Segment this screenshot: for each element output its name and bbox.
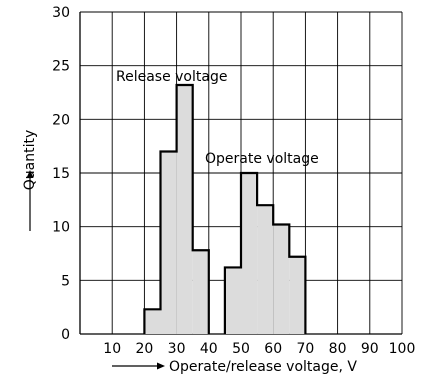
y-tick-label: 30 <box>52 5 70 21</box>
x-tick-label: 70 <box>296 341 314 357</box>
y-tick-label: 25 <box>52 59 70 75</box>
histogram-bar <box>192 250 209 334</box>
y-axis-label: Quantity <box>22 130 38 191</box>
x-tick-label: 100 <box>389 341 416 357</box>
x-tick-label: 20 <box>135 341 153 357</box>
histogram-bar <box>176 84 193 334</box>
operate-voltage-label: Operate voltage <box>205 151 319 167</box>
y-axis-label-arrowhead <box>26 170 34 178</box>
outline-layer <box>143 83 307 334</box>
histogram-bar <box>144 309 161 334</box>
ticks-layer: 0 5 10 15 20 25 30 10 20 30 40 50 60 70 80 90 100 <box>52 5 415 357</box>
y-tick-label: 15 <box>52 166 70 182</box>
release-voltage-label: Release voltage <box>116 69 227 85</box>
histogram-bar <box>160 151 177 334</box>
series-outline <box>223 171 307 334</box>
y-tick-label: 0 <box>61 327 70 343</box>
x-tick-label: 50 <box>232 341 250 357</box>
y-tick-label: 10 <box>52 220 70 236</box>
x-tick-label: 10 <box>103 341 121 357</box>
histogram-bar <box>273 224 290 334</box>
histogram-bar <box>257 205 274 334</box>
x-tick-label: 60 <box>264 341 282 357</box>
histogram-bar <box>241 173 258 334</box>
x-tick-label: 80 <box>329 341 347 357</box>
bars-layer <box>144 84 306 334</box>
y-tick-label: 5 <box>61 273 70 289</box>
y-tick-label: 20 <box>52 112 70 128</box>
x-axis-label: Operate/release voltage, V <box>169 359 357 375</box>
histogram-bar <box>289 256 306 334</box>
x-tick-label: 40 <box>200 341 218 357</box>
x-axis-label-arrowhead <box>157 362 165 370</box>
x-tick-label: 90 <box>361 341 379 357</box>
histogram-bar <box>224 267 241 334</box>
series-outline <box>143 83 210 334</box>
x-tick-label: 30 <box>168 341 186 357</box>
